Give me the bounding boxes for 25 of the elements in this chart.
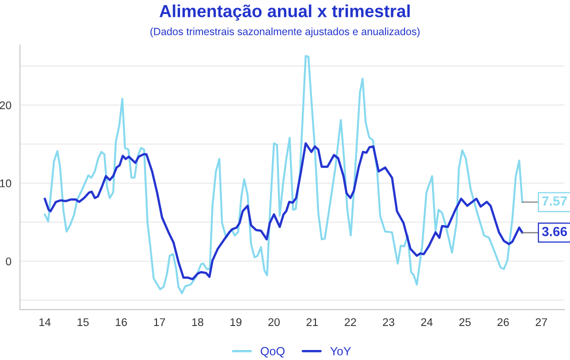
chart-title: Alimentação anual x trimestral: [160, 4, 410, 21]
y-tick-label: 0: [6, 257, 12, 266]
legend-label: YoY: [330, 347, 351, 356]
x-tick-label: 14: [39, 318, 51, 326]
y-tick-label: 10: [0, 179, 12, 188]
annotation: 7.57: [542, 196, 567, 206]
x-tick-label: 20: [268, 318, 280, 326]
x-tick-label: 18: [192, 318, 204, 326]
x-tick-label: 23: [382, 318, 394, 326]
x-tick-label: 25: [459, 318, 471, 326]
annotation: 3.66: [542, 226, 567, 236]
x-tick-label: 19: [230, 318, 242, 326]
x-tick-label: 17: [154, 318, 165, 326]
x-tick-label: 24: [421, 318, 433, 326]
x-tick-label: 27: [536, 318, 547, 326]
line-series: [44, 54, 524, 294]
legend-label: QoQ: [260, 346, 285, 358]
chart-subtitle: (Dados trimestrais sazonalmente ajustados e anualizados): [150, 28, 420, 38]
x-tick-label: 15: [78, 318, 89, 326]
line-series: [44, 142, 524, 280]
x-tick-label: 16: [116, 318, 127, 326]
x-tick-label: 21: [306, 318, 318, 326]
y-tick-label: 20: [0, 101, 12, 110]
x-tick-label: 22: [344, 318, 356, 326]
x-tick-label: 26: [498, 318, 509, 326]
